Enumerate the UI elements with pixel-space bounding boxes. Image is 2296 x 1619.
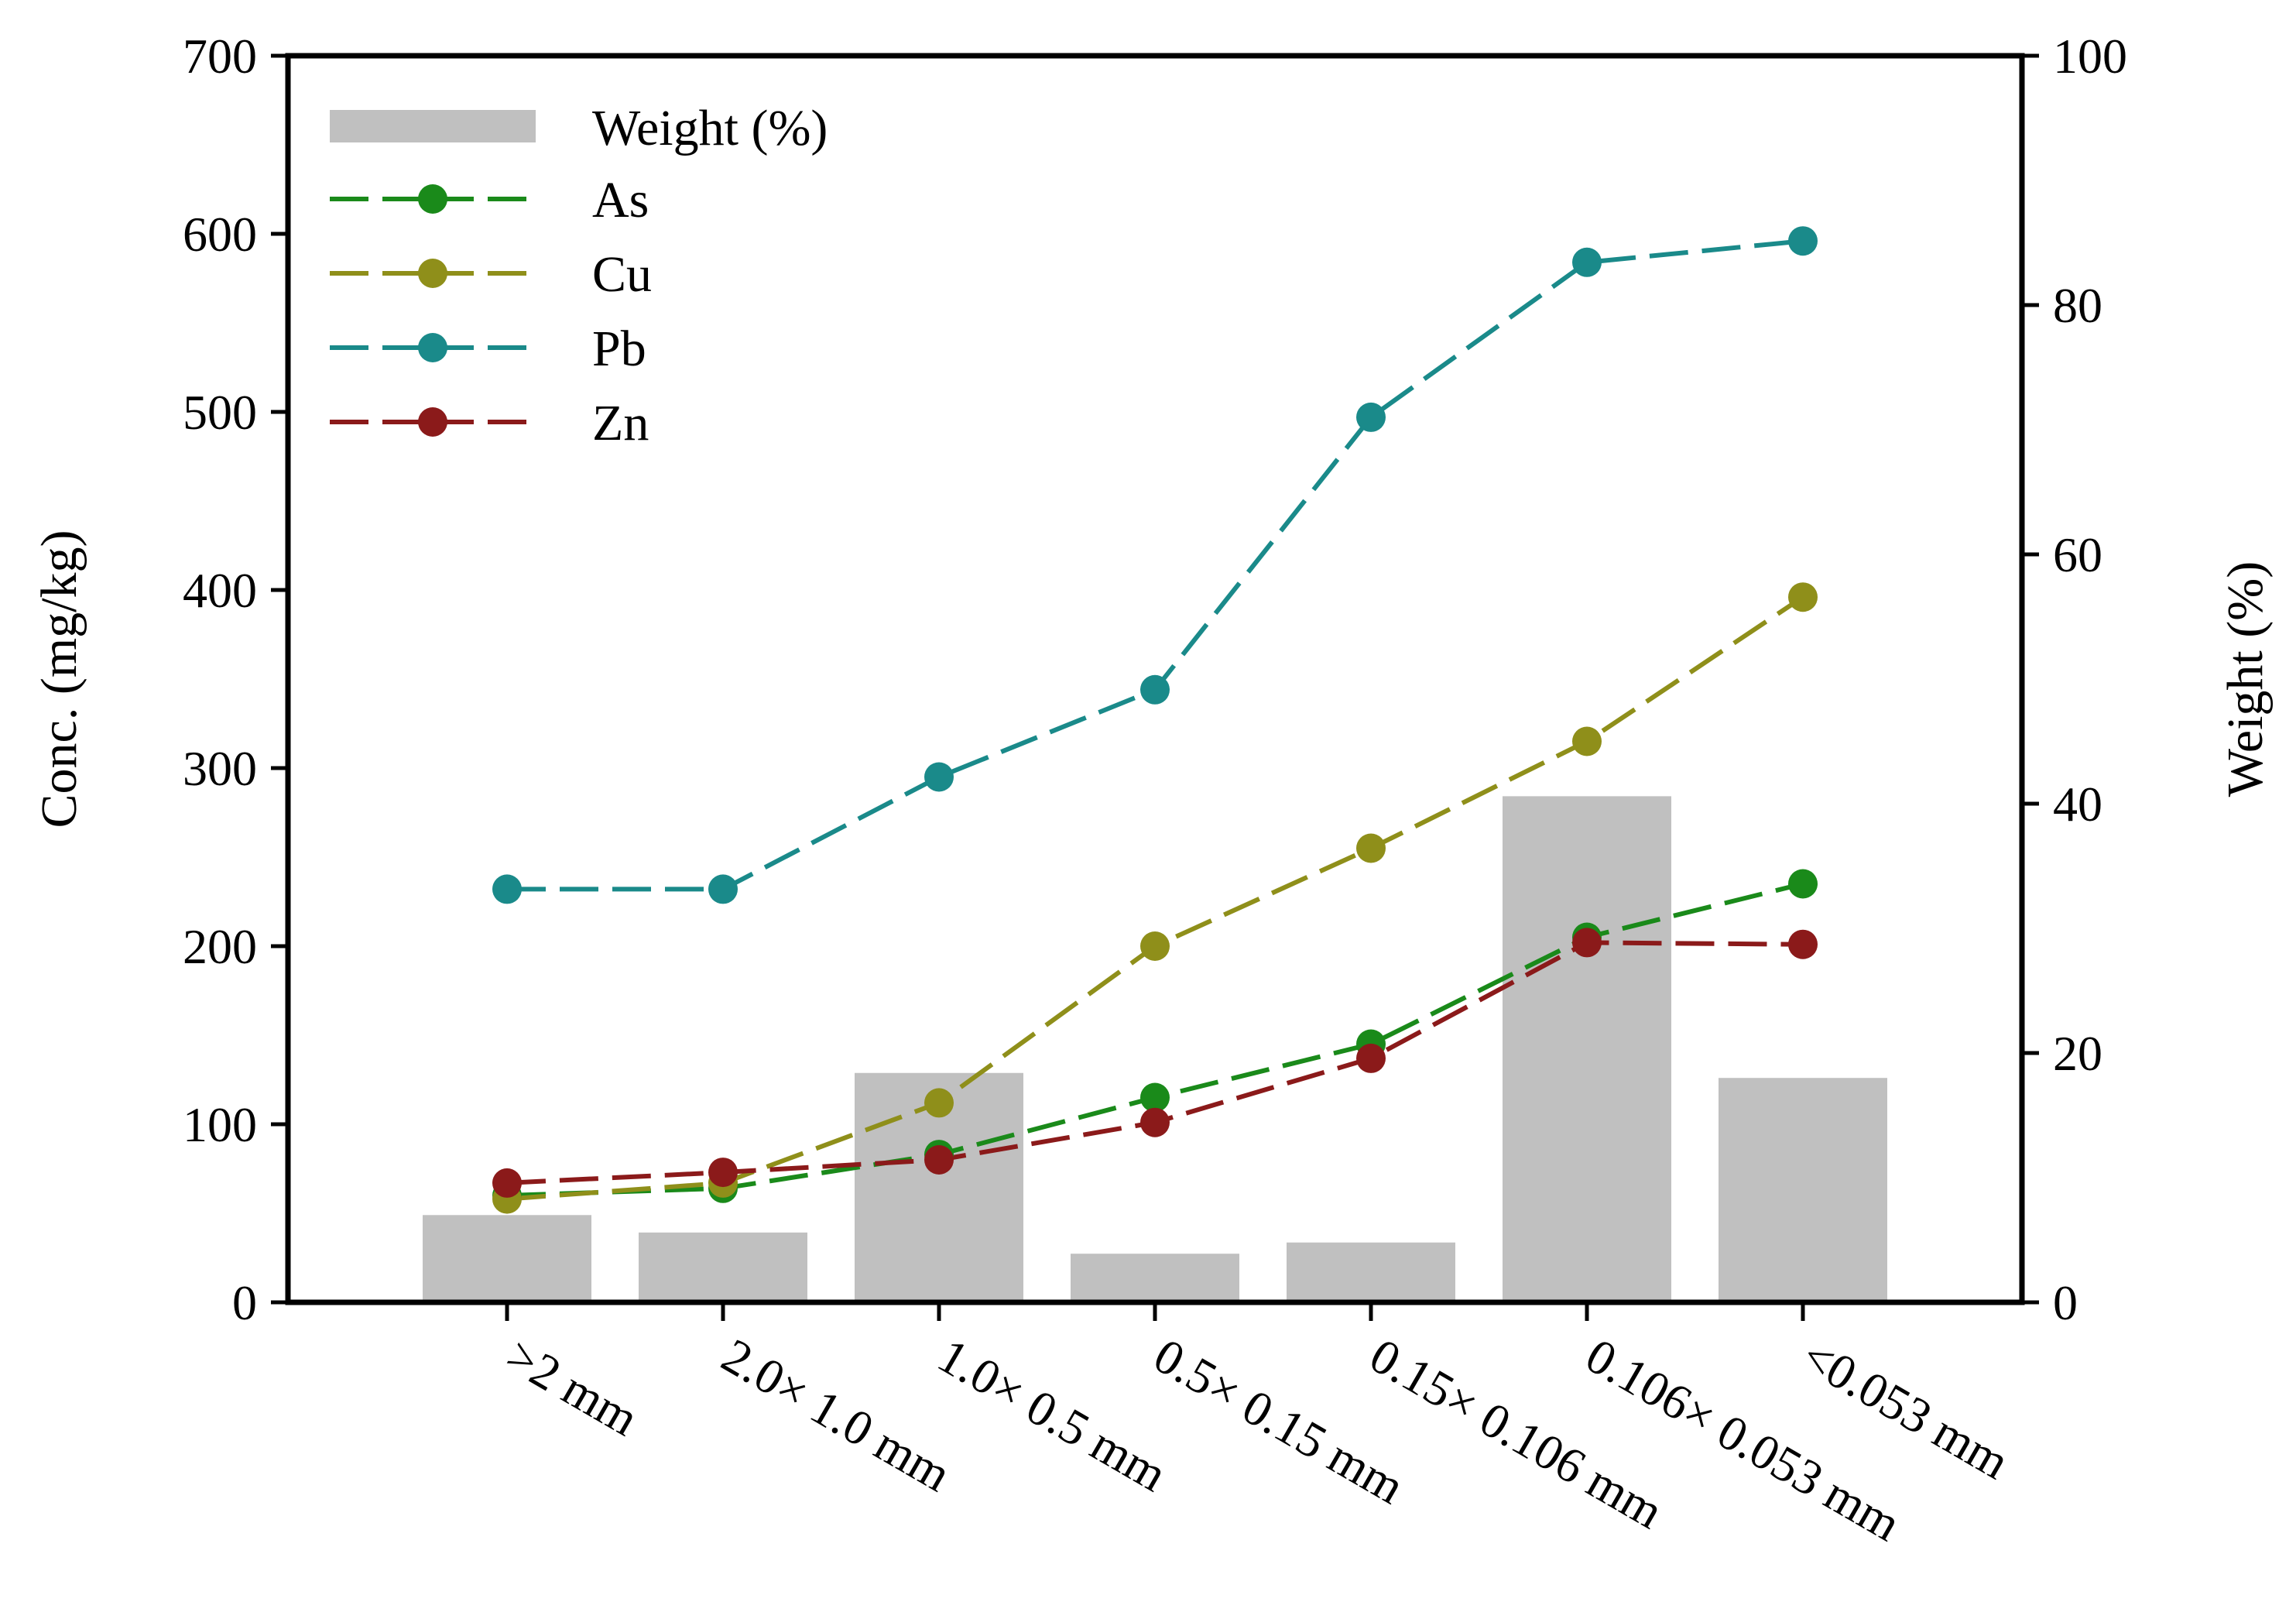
legend-label-weight: Weight (%) — [592, 100, 828, 156]
point-cu-3 — [924, 1088, 954, 1118]
point-zn-3 — [924, 1145, 954, 1175]
legend-label-cu: Cu — [592, 246, 652, 303]
legend-swatch-weight — [330, 110, 536, 142]
point-zn-5 — [1356, 1043, 1386, 1073]
left-tick-label: 500 — [183, 385, 257, 440]
bar-weight-4 — [1071, 1254, 1239, 1302]
left-tick-label: 200 — [183, 919, 257, 974]
legend-marker-zn — [418, 407, 447, 437]
bar-weight-5 — [1287, 1242, 1455, 1302]
point-cu-4 — [1140, 931, 1170, 961]
point-pb-1 — [492, 874, 522, 904]
bar-weight-1 — [423, 1215, 591, 1302]
point-zn-6 — [1572, 928, 1602, 958]
concentration-lines — [492, 226, 1818, 1214]
point-pb-6 — [1572, 247, 1602, 277]
point-pb-4 — [1140, 674, 1170, 705]
bar-weight-2 — [639, 1232, 807, 1302]
point-pb-7 — [1788, 226, 1818, 256]
point-cu-6 — [1572, 726, 1602, 756]
point-zn-7 — [1788, 929, 1818, 959]
left-tick-label: 700 — [183, 29, 257, 84]
legend-label-zn: Zn — [592, 395, 649, 451]
point-pb-5 — [1356, 402, 1386, 432]
point-pb-2 — [708, 874, 738, 904]
bar-weight-7 — [1719, 1078, 1887, 1302]
left-axis-ticks: 0 100 200 300 400 500 600 700 — [183, 29, 288, 1330]
right-tick-label: 100 — [2053, 29, 2127, 84]
point-zn-4 — [1140, 1107, 1170, 1137]
legend-marker-cu — [418, 259, 447, 288]
point-as-7 — [1788, 869, 1818, 899]
bar-weight-6 — [1503, 796, 1671, 1302]
legend-marker-pb — [418, 333, 447, 362]
left-axis-title: Conc. (mg/kg) — [31, 530, 87, 828]
legend-label-as: As — [592, 172, 649, 228]
legend-label-pb: Pb — [592, 321, 646, 377]
right-axis-ticks: 0 20 40 60 80 100 — [2022, 29, 2127, 1330]
left-tick-label: 300 — [183, 741, 257, 796]
legend-marker-as — [418, 184, 447, 214]
point-zn-1 — [492, 1168, 522, 1198]
legend: Weight (%) As Cu Pb Zn — [330, 100, 828, 451]
right-tick-label: 80 — [2053, 278, 2102, 333]
point-cu-7 — [1788, 582, 1818, 612]
point-zn-2 — [708, 1158, 738, 1188]
left-tick-label: 0 — [232, 1275, 257, 1330]
left-tick-label: 400 — [183, 563, 257, 618]
right-tick-label: 60 — [2053, 527, 2102, 582]
right-tick-label: 20 — [2053, 1026, 2102, 1081]
point-as-4 — [1140, 1082, 1170, 1113]
right-tick-label: 40 — [2053, 777, 2102, 832]
right-axis-title: Weight (%) — [2217, 561, 2274, 797]
right-tick-label: 0 — [2053, 1275, 2078, 1330]
point-cu-5 — [1356, 833, 1386, 863]
left-tick-label: 100 — [183, 1097, 257, 1152]
left-tick-label: 600 — [183, 207, 257, 262]
point-pb-3 — [924, 762, 954, 792]
